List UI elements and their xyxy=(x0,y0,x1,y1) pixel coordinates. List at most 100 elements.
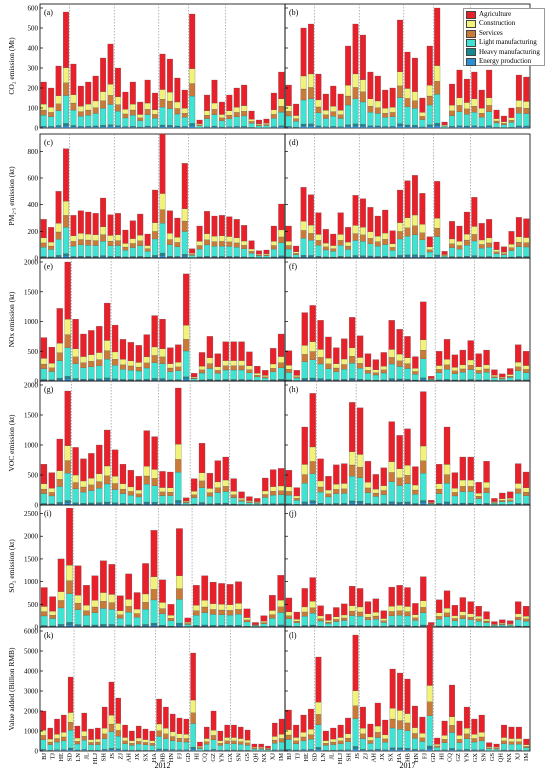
bar-segment xyxy=(337,114,344,119)
bar-segment xyxy=(523,744,530,747)
bar-segment xyxy=(214,503,221,505)
bar-segment xyxy=(150,623,158,626)
bar xyxy=(204,94,210,129)
bar xyxy=(451,354,459,382)
bar-segment xyxy=(40,242,47,248)
bar xyxy=(317,458,324,506)
bar-segment xyxy=(300,75,307,90)
bar-segment xyxy=(115,104,121,112)
bar xyxy=(449,83,455,129)
bar-segment xyxy=(233,87,240,108)
bar-segment xyxy=(301,483,308,503)
bar-segment xyxy=(181,208,188,222)
bar-segment xyxy=(308,739,314,750)
bar-segment xyxy=(360,126,366,129)
bar-segment xyxy=(209,614,217,626)
bar-segment xyxy=(285,245,292,250)
bar xyxy=(152,92,159,129)
bar xyxy=(486,69,493,129)
bar-segment xyxy=(404,615,411,626)
bar xyxy=(309,305,316,382)
bar-segment xyxy=(238,360,245,366)
bar xyxy=(197,741,203,752)
bar-segment xyxy=(345,738,352,742)
bar-segment xyxy=(467,340,474,361)
bar-segment xyxy=(374,126,381,129)
bar xyxy=(204,726,210,752)
bar-segment xyxy=(467,369,474,380)
bar-segment xyxy=(277,575,285,601)
bar-segment xyxy=(129,238,136,244)
bar-segment xyxy=(380,620,387,623)
bar-segment xyxy=(397,19,404,72)
bar-segment xyxy=(308,255,314,257)
bar-segment xyxy=(382,232,389,240)
bar-segment xyxy=(48,367,55,372)
bar-segment xyxy=(356,616,364,626)
bar-segment xyxy=(142,602,149,610)
bar-segment xyxy=(64,334,71,348)
bar-segment xyxy=(226,584,234,605)
bar-segment xyxy=(152,231,159,240)
bar-segment xyxy=(412,603,419,615)
bar-segment xyxy=(404,357,411,364)
bar-segment xyxy=(144,248,151,252)
bar xyxy=(412,603,419,628)
bar-segment xyxy=(40,739,47,750)
bar-segment xyxy=(77,106,84,112)
bar-segment xyxy=(104,359,111,379)
bar-segment xyxy=(238,365,245,371)
bar-segment xyxy=(300,221,307,231)
bar-segment xyxy=(333,493,340,504)
bar-segment xyxy=(285,739,292,750)
bar-segment xyxy=(254,501,261,503)
bar-segment xyxy=(204,256,210,258)
bar-segment xyxy=(254,373,261,376)
bar xyxy=(515,217,522,259)
bar-segment xyxy=(201,624,209,627)
bar-segment xyxy=(330,727,337,740)
bar-segment xyxy=(507,625,514,627)
year-label: 2017 xyxy=(400,761,416,770)
bar-segment xyxy=(48,495,55,504)
x-tick-label: SH xyxy=(100,753,107,762)
bar xyxy=(230,478,237,506)
bar xyxy=(258,743,264,752)
bar-segment xyxy=(352,748,359,752)
bar-segment xyxy=(397,729,404,749)
bar-segment xyxy=(293,118,300,122)
bar-segment xyxy=(238,744,244,751)
bar-segment xyxy=(278,106,285,113)
bar-segment xyxy=(330,744,337,751)
bar xyxy=(523,76,530,129)
bar-segment xyxy=(81,736,87,741)
bar-segment xyxy=(189,95,196,124)
bar-segment xyxy=(156,749,162,752)
bar-segment xyxy=(198,366,206,370)
bar xyxy=(493,743,500,752)
bar-segment xyxy=(483,492,490,504)
bar-segment xyxy=(67,676,74,713)
bar-segment xyxy=(63,82,69,96)
bar-segment xyxy=(345,45,352,86)
bar-segment xyxy=(184,617,192,623)
bar-segment xyxy=(226,216,233,237)
bar-segment xyxy=(197,741,203,747)
bar xyxy=(434,7,441,129)
bar-segment xyxy=(72,488,79,503)
bar-segment xyxy=(493,747,500,749)
bar xyxy=(388,320,395,382)
bar-segment xyxy=(330,127,337,129)
bar-segment xyxy=(515,100,522,108)
bar-segment xyxy=(325,476,332,491)
bar-segment xyxy=(341,603,348,616)
bar-segment xyxy=(467,601,474,614)
bar-segment xyxy=(210,739,217,750)
bar-segment xyxy=(522,618,530,622)
bar-segment xyxy=(515,74,522,101)
bar-segment xyxy=(278,236,285,244)
bar xyxy=(92,213,99,259)
bar-segment xyxy=(100,125,107,127)
bar-segment xyxy=(181,254,188,257)
